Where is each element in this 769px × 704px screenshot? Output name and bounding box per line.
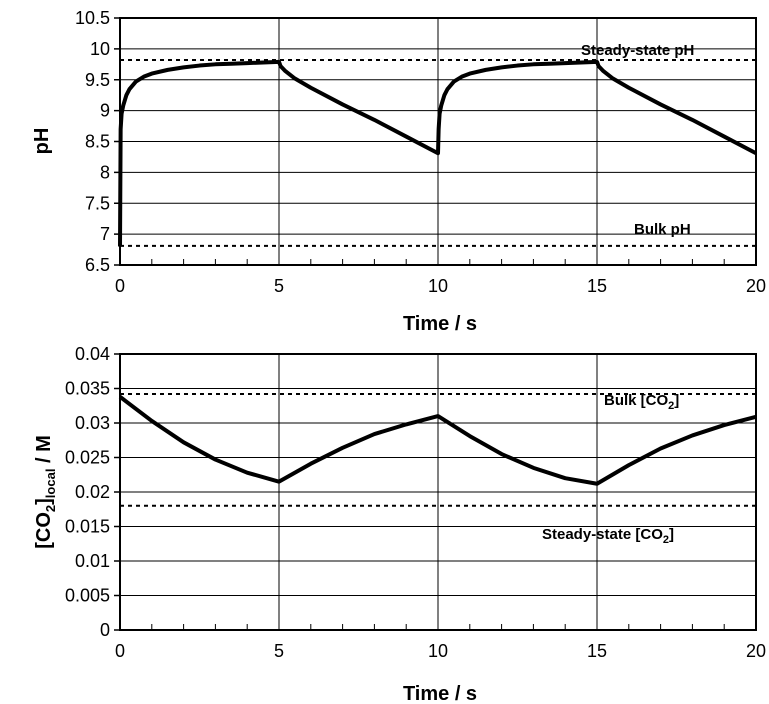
ph-chart: 6.5 7 7.5 8 8.5 9 9.5 10 10.5 0 5 10 15 20 Steady-st… <box>31 8 766 335</box>
co2-y-axis-title-mid: ] <box>33 498 55 505</box>
co2-y-axis-title-sub1: 2 <box>43 505 58 512</box>
co2-y-axis-title-sub2: local <box>43 469 58 499</box>
co2-x-axis-title: Time / s <box>403 683 477 704</box>
co2-steady-state-label-tail: ] <box>669 526 674 543</box>
co2-x-tick-label: 10 <box>428 641 448 661</box>
ph-x-tick-label: 5 <box>274 276 284 296</box>
ph-y-tick-label: 8 <box>100 162 110 182</box>
ph-steady-state-label: Steady-state pH <box>581 42 694 59</box>
ph-y-ticks: 6.5 7 7.5 8 8.5 9 9.5 10 10.5 <box>75 8 120 275</box>
co2-y-tick-label: 0.03 <box>75 413 110 433</box>
co2-y-axis-title: [CO2]local / M <box>33 435 58 549</box>
ph-x-tick-label: 15 <box>587 276 607 296</box>
co2-x-tick-label: 5 <box>274 641 284 661</box>
ph-y-tick-label: 8.5 <box>85 132 110 152</box>
co2-y-tick-label: 0.015 <box>65 517 110 537</box>
co2-y-axis-title-main: [CO <box>33 512 55 549</box>
co2-x-tick-label: 15 <box>587 641 607 661</box>
co2-y-ticks: 0 0.005 0.01 0.015 0.02 0.025 0.03 0.035 0.04 <box>65 344 120 640</box>
ph-x-tick-label: 0 <box>115 276 125 296</box>
co2-x-ticks: 0 5 10 15 20 <box>115 624 766 661</box>
co2-y-tick-label: 0.025 <box>65 448 110 468</box>
co2-y-tick-label: 0.01 <box>75 551 110 571</box>
ph-x-axis-title: Time / s <box>403 313 477 335</box>
ph-reference-lines <box>120 58 756 247</box>
ph-y-tick-label: 10 <box>90 39 110 59</box>
ph-y-tick-label: 7 <box>100 224 110 244</box>
co2-steady-state-label-main: Steady-state [CO <box>542 526 663 543</box>
co2-y-tick-label: 0.005 <box>65 586 110 606</box>
co2-bulk-label-main: Bulk [CO <box>604 392 669 409</box>
co2-series-line <box>118 395 757 486</box>
co2-y-tick-label: 0 <box>100 620 110 640</box>
ph-x-tick-label: 20 <box>746 276 766 296</box>
co2-y-tick-label: 0.035 <box>65 379 110 399</box>
co2-chart: 0 0.005 0.01 0.015 0.02 0.025 0.03 0.035 0.04 0 5… <box>33 344 766 704</box>
co2-y-tick-label: 0.02 <box>75 482 110 502</box>
co2-reference-lines <box>120 393 756 507</box>
ph-y-tick-label: 6.5 <box>85 255 110 275</box>
co2-bulk-label: Bulk [CO2] <box>604 392 679 412</box>
ph-series-line <box>118 59 757 247</box>
co2-x-tick-label: 20 <box>746 641 766 661</box>
co2-bulk-label-sub: 2 <box>668 400 674 412</box>
ph-bulk-label: Bulk pH <box>634 221 691 238</box>
co2-y-axis-title-tail: / M <box>33 435 55 468</box>
co2-steady-state-label-sub: 2 <box>663 534 669 546</box>
co2-y-tick-label: 0.04 <box>75 344 110 364</box>
ph-y-tick-label: 7.5 <box>85 193 110 213</box>
ph-y-tick-label: 9 <box>100 101 110 121</box>
ph-x-tick-label: 10 <box>428 276 448 296</box>
ph-y-axis-title: pH <box>31 128 53 155</box>
co2-steady-state-label: Steady-state [CO2] <box>542 526 674 546</box>
ph-y-tick-label: 10.5 <box>75 8 110 28</box>
ph-x-ticks: 0 5 10 15 20 <box>115 259 766 296</box>
co2-bulk-label-tail: ] <box>674 392 679 409</box>
co2-x-tick-label: 0 <box>115 641 125 661</box>
ph-y-tick-label: 9.5 <box>85 70 110 90</box>
